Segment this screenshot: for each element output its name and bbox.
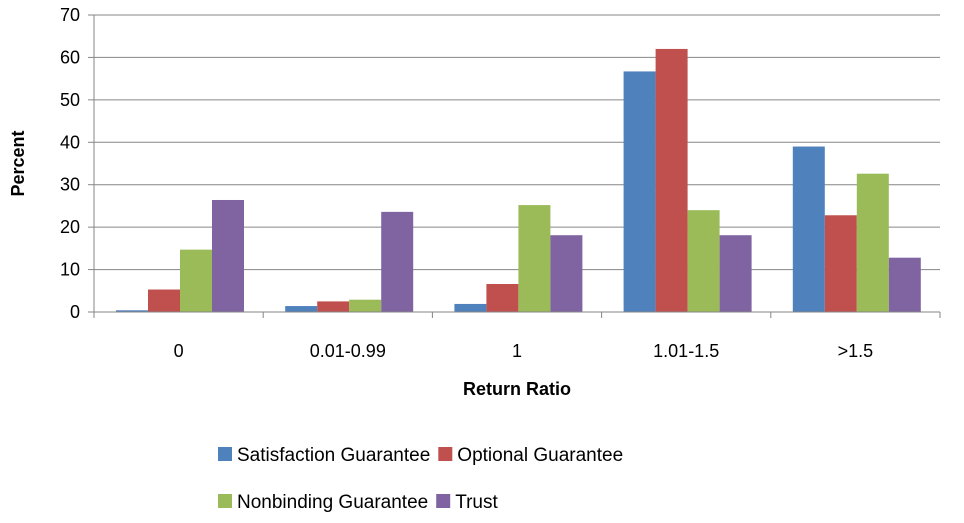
bar [212,199,244,312]
x-tick-label: 0 [174,341,184,361]
y-tick-label: 10 [60,260,80,280]
bar [116,310,148,312]
bar [486,283,519,312]
bar [792,146,825,312]
legend-item: Optional Guarantee [438,445,623,466]
x-tick-label: 1 [512,341,522,361]
legend-swatch [438,447,453,461]
legend-swatch [436,494,451,508]
legend-swatch [218,494,232,508]
y-tick-label: 0 [70,302,80,322]
bar [687,210,720,312]
bar [349,299,382,312]
bar [719,235,752,312]
bar [518,205,551,312]
bars [116,48,921,313]
x-axis-title: Return Ratio [463,379,571,399]
bar [856,173,889,312]
bar [317,301,350,312]
y-axis-title: Percent [8,130,28,196]
x-tick-label: 1.01-1.5 [653,341,719,361]
y-tick-label: 40 [60,132,80,152]
legend-item: Nonbinding Guarantee [218,492,428,513]
x-axis-ticks: 0 0.01-0.99 1 1.01-1.5 >1.5 [93,312,941,361]
legend-label: Optional Guarantee [457,445,623,466]
y-tick-label: 50 [60,90,80,110]
bar [454,303,487,312]
legend-item: Trust [436,492,498,513]
y-axis-ticks: 0 10 20 30 40 50 60 70 [60,5,94,322]
x-tick-label: >1.5 [838,341,874,361]
bar [655,48,688,312]
legend-label: Trust [455,492,498,513]
bar [180,249,212,312]
legend-swatch [218,447,232,461]
y-tick-label: 30 [60,175,80,195]
bar [824,215,857,312]
x-tick-label: 0.01-0.99 [310,341,386,361]
legend-label: Nonbinding Guarantee [237,492,428,513]
y-tick-label: 60 [60,47,80,67]
legend: Satisfaction Guarantee Optional Guarantee… [218,445,623,513]
bar [381,211,414,312]
bar [550,235,583,312]
bar [148,289,180,312]
y-tick-label: 20 [60,217,80,237]
bar [285,306,318,312]
bar [888,257,921,312]
bar [623,71,656,313]
legend-label: Satisfaction Guarantee [237,445,430,466]
legend-item: Satisfaction Guarantee [218,445,430,466]
y-tick-label: 70 [60,5,80,25]
